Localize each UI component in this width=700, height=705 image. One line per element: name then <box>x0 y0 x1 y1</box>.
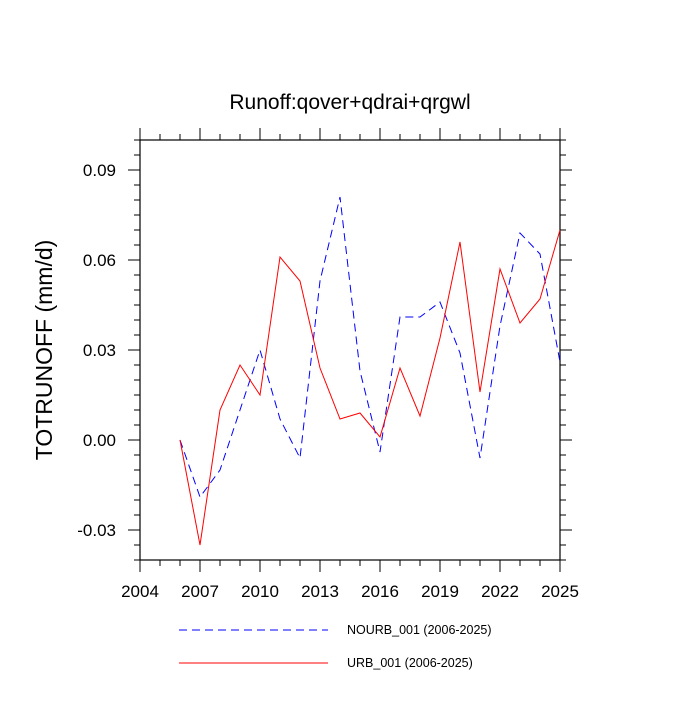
x-tick-label: 2016 <box>361 582 399 601</box>
legend-label-nourb: NOURB_001 (2006-2025) <box>347 623 492 637</box>
data-point <box>419 415 420 416</box>
chart-title: Runoff:qover+qdrai+qrgwl <box>229 91 470 114</box>
data-point <box>519 322 520 323</box>
data-point <box>459 241 460 242</box>
x-tick-label: 2004 <box>121 582 159 601</box>
data-point <box>379 451 380 452</box>
x-tick-label: 2007 <box>181 582 219 601</box>
y-axis-label: TOTRUNOFF (mm/d) <box>31 240 57 461</box>
data-point <box>399 367 400 368</box>
legend-label-urb: URB_001 (2006-2025) <box>347 656 473 670</box>
data-point <box>479 391 480 392</box>
data-point <box>239 364 240 365</box>
y-tick-label: 0.03 <box>83 341 116 360</box>
data-point <box>339 418 340 419</box>
series-line-urb <box>179 229 561 546</box>
data-point <box>459 352 460 353</box>
data-point <box>279 256 280 257</box>
data-point <box>339 196 340 197</box>
data-point <box>519 232 520 233</box>
data-point <box>439 301 440 302</box>
data-point <box>179 439 180 440</box>
x-tick-label: 2010 <box>241 582 279 601</box>
data-point <box>299 280 300 281</box>
data-point <box>219 409 220 410</box>
data-point <box>399 316 400 317</box>
data-point <box>539 298 540 299</box>
y-tick-label: 0.00 <box>83 431 116 450</box>
x-tick-label: 2013 <box>301 582 339 601</box>
data-point <box>259 394 260 395</box>
data-point <box>359 412 360 413</box>
data-point <box>499 325 500 326</box>
data-point <box>319 367 320 368</box>
data-point <box>199 544 200 545</box>
data-point <box>479 457 480 458</box>
data-point <box>299 457 300 458</box>
data-point <box>219 469 220 470</box>
series-line-nourb <box>179 196 561 499</box>
data-point <box>359 370 360 371</box>
data-point <box>439 337 440 338</box>
data-point <box>419 316 420 317</box>
legend: NOURB_001 (2006-2025) URB_001 (2006-2025… <box>179 623 492 670</box>
plot-area: 2004 2007 2010 2013 2016 2019 2022 2025 -0.03 0.0… <box>77 128 579 601</box>
x-tick-label: 2025 <box>541 582 579 601</box>
data-point <box>499 268 500 269</box>
y-tick-label: 0.09 <box>83 161 116 180</box>
data-point <box>539 253 540 254</box>
x-tick-label: 2019 <box>421 582 459 601</box>
x-tick-label: 2022 <box>481 582 519 601</box>
data-point <box>199 496 200 497</box>
data-point <box>259 349 260 350</box>
plot-frame <box>139 139 561 561</box>
data-point <box>379 436 380 437</box>
data-point <box>559 229 560 230</box>
data-point <box>559 361 560 362</box>
data-point <box>239 409 240 410</box>
y-tick-label: 0.06 <box>83 251 116 270</box>
y-tick-label: -0.03 <box>77 521 116 540</box>
data-point <box>279 418 280 419</box>
data-point <box>319 280 320 281</box>
